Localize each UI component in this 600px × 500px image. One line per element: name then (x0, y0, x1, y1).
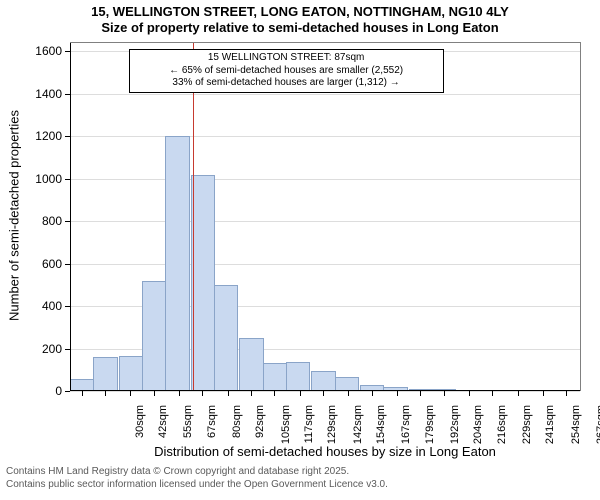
histogram-bar (142, 281, 166, 391)
xtick-mark (348, 391, 349, 396)
xtick-mark (543, 391, 544, 396)
ytick-label: 0 (2, 384, 62, 398)
annotation-box: 15 WELLINGTON STREET: 87sqm← 65% of semi… (129, 49, 444, 93)
xtick-mark (251, 391, 252, 396)
ytick-mark (65, 391, 70, 392)
xtick-mark (492, 391, 493, 396)
gridline-h (70, 179, 580, 180)
histogram-bar (191, 175, 215, 391)
gridline-h (70, 94, 580, 95)
xtick-mark (228, 391, 229, 396)
xtick-mark (130, 391, 131, 396)
xtick-mark (300, 391, 301, 396)
xtick-label: 267sqm (595, 405, 600, 465)
xtick-mark (154, 391, 155, 396)
footer-line-1: Contains HM Land Registry data © Crown c… (6, 466, 388, 479)
footer-line-2: Contains public sector information licen… (6, 479, 388, 492)
xtick-mark (420, 391, 421, 396)
histogram-bar (311, 371, 335, 391)
histogram-bar (263, 363, 287, 391)
xtick-mark (179, 391, 180, 396)
annotation-line: 33% of semi-detached houses are larger (… (136, 77, 437, 90)
xtick-mark (372, 391, 373, 396)
footer-attribution: Contains HM Land Registry data © Crown c… (6, 466, 388, 491)
histogram-bar (286, 362, 310, 391)
histogram-bar (119, 356, 143, 391)
title-line-2: Size of property relative to semi-detach… (0, 20, 600, 36)
xtick-mark (323, 391, 324, 396)
histogram-bar (239, 338, 263, 391)
property-marker-line (193, 43, 195, 391)
histogram-bar (93, 357, 117, 391)
y-axis-line (70, 43, 71, 391)
histogram-bar (214, 285, 238, 391)
y-axis-title: Number of semi-detached properties (7, 86, 22, 346)
x-axis-line (70, 390, 580, 391)
histogram-bar (165, 136, 189, 391)
xtick-mark (397, 391, 398, 396)
xtick-mark (202, 391, 203, 396)
gridline-h (70, 221, 580, 222)
gridline-h (70, 136, 580, 137)
gridline-h (70, 264, 580, 265)
title-line-1: 15, WELLINGTON STREET, LONG EATON, NOTTI… (0, 0, 600, 20)
xtick-mark (82, 391, 83, 396)
x-axis-title: Distribution of semi-detached houses by … (70, 444, 580, 459)
xtick-mark (105, 391, 106, 396)
gridline-h (70, 391, 580, 392)
xtick-mark (274, 391, 275, 396)
xtick-mark (469, 391, 470, 396)
xtick-mark (444, 391, 445, 396)
annotation-line: ← 65% of semi-detached houses are smalle… (136, 65, 437, 78)
annotation-line: 15 WELLINGTON STREET: 87sqm (136, 52, 437, 65)
xtick-mark (566, 391, 567, 396)
chart-plot-area: 0200400600800100012001400160015 WELLINGT… (70, 42, 581, 391)
ytick-label: 1600 (2, 44, 62, 58)
histogram-bar (335, 377, 359, 391)
xtick-mark (518, 391, 519, 396)
